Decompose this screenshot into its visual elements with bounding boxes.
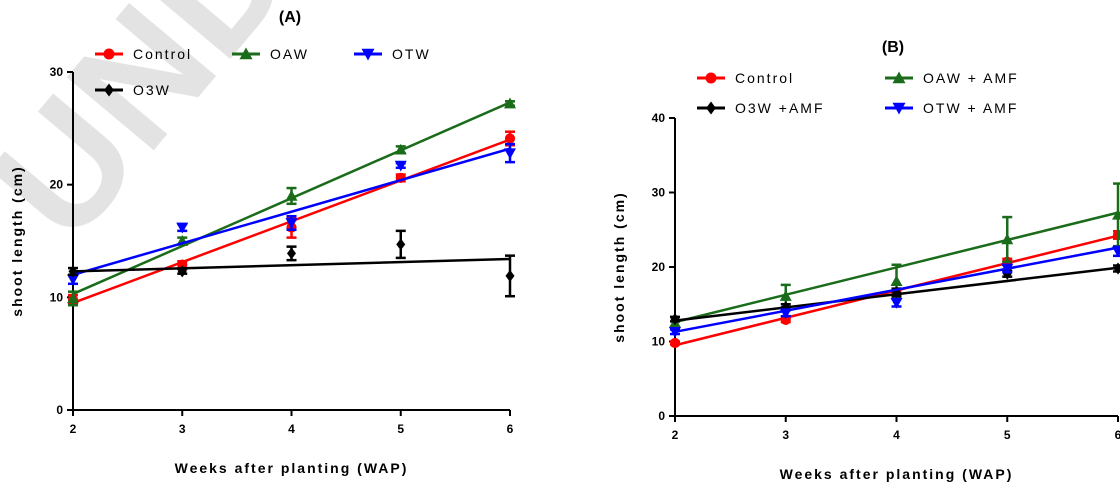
x-tick-label: 5 xyxy=(1004,428,1011,442)
y-tick-label: 20 xyxy=(652,260,666,274)
legend-item-otw: OTW xyxy=(354,46,431,62)
chart-title: (B) xyxy=(882,39,904,56)
y-tick-label: 30 xyxy=(652,186,666,200)
data-point xyxy=(779,308,792,320)
series-o3w xyxy=(68,229,515,298)
x-tick-label: 6 xyxy=(507,422,514,436)
data-point xyxy=(669,337,681,349)
data-point xyxy=(176,222,189,234)
data-point xyxy=(285,189,298,201)
data-point xyxy=(1001,263,1014,275)
data-point xyxy=(67,292,79,304)
x-axis-label: Weeks after planting (WAP) xyxy=(175,460,409,476)
data-point xyxy=(1113,262,1120,275)
data-point xyxy=(394,160,407,172)
fit-line-otw-amf xyxy=(674,246,1119,334)
legend-marker xyxy=(892,71,906,84)
x-axis-label: Weeks after planting (WAP) xyxy=(780,466,1014,482)
legend-marker xyxy=(361,48,375,61)
x-tick-label: 3 xyxy=(179,422,186,436)
x-tick-label: 5 xyxy=(397,422,404,436)
x-tick-label: 2 xyxy=(672,428,679,442)
data-point xyxy=(669,327,681,338)
data-point xyxy=(504,148,516,160)
y-tick-label: 40 xyxy=(652,111,666,125)
x-tick-label: 2 xyxy=(70,422,77,436)
y-tick-label: 10 xyxy=(652,335,666,349)
legend-item-o3w-amf: O3W +AMF xyxy=(697,100,825,116)
y-axis-label: shoot length (cm) xyxy=(611,191,627,342)
legend-label: Control xyxy=(735,70,794,86)
series-oaw xyxy=(67,97,516,307)
legend-marker xyxy=(103,48,115,60)
data-point xyxy=(890,297,903,309)
series-otw-amf xyxy=(669,245,1120,338)
data-point xyxy=(287,247,296,260)
y-tick-label: 0 xyxy=(56,403,63,417)
data-point xyxy=(1112,208,1120,220)
y-tick-label: 0 xyxy=(658,409,665,423)
legend-item-o3w: O3W xyxy=(95,82,171,98)
data-point xyxy=(1001,233,1014,245)
data-point xyxy=(505,269,515,282)
legend-item-oaw-amf: OAW + AMF xyxy=(885,70,1019,86)
y-axis-label: shoot length (cm) xyxy=(9,165,25,316)
legend-marker xyxy=(239,47,253,60)
fit-line-otw xyxy=(72,147,511,277)
y-tick-label: 30 xyxy=(50,65,64,79)
x-tick-label: 4 xyxy=(288,422,295,436)
y-tick-label: 10 xyxy=(50,290,64,304)
data-point xyxy=(504,97,516,109)
data-point xyxy=(285,218,298,229)
legend-label: O3W xyxy=(133,82,171,98)
data-point xyxy=(394,143,407,155)
data-point xyxy=(396,238,406,251)
legend-label: OAW + AMF xyxy=(923,70,1019,86)
legend-marker xyxy=(706,101,716,115)
legend-marker xyxy=(705,72,717,84)
data-point xyxy=(67,274,79,286)
series-otw xyxy=(67,142,516,286)
data-point xyxy=(68,265,78,278)
x-tick-label: 3 xyxy=(782,428,789,442)
legend-label: O3W +AMF xyxy=(735,100,825,116)
data-point xyxy=(504,133,516,144)
fit-line-o3w xyxy=(72,257,511,273)
chart-panel-b: 0 10 20 30 40 2 3 4 5 6 (B) Weeks after planting (W… xyxy=(611,39,1120,482)
chart-title: (A) xyxy=(279,9,301,26)
y-tick-label: 20 xyxy=(50,178,64,192)
legend-marker xyxy=(104,83,114,97)
legend-item-otw-amf: OTW + AMF xyxy=(885,100,1018,116)
legend-label: OTW + AMF xyxy=(923,100,1018,116)
data-point xyxy=(890,275,903,286)
legend-item-oaw: OAW xyxy=(232,46,309,62)
legend-label: Control xyxy=(133,46,192,62)
data-point xyxy=(779,290,792,301)
legend-marker xyxy=(892,102,906,115)
legend-label: OAW xyxy=(270,46,309,62)
legend-label: OTW xyxy=(392,46,431,62)
data-point xyxy=(670,313,680,326)
chart-panel-a: 0 10 20 30 2 3 4 5 6 (A) Weeks after planting (WAP… xyxy=(9,9,516,476)
series-o3w-amf xyxy=(670,262,1120,326)
x-tick-label: 6 xyxy=(1115,428,1120,442)
data-point xyxy=(177,265,187,278)
data-point xyxy=(1112,246,1120,258)
x-tick-label: 4 xyxy=(893,428,900,442)
legend-item-control: Control xyxy=(95,46,192,62)
legend-item-control: Control xyxy=(697,70,794,86)
